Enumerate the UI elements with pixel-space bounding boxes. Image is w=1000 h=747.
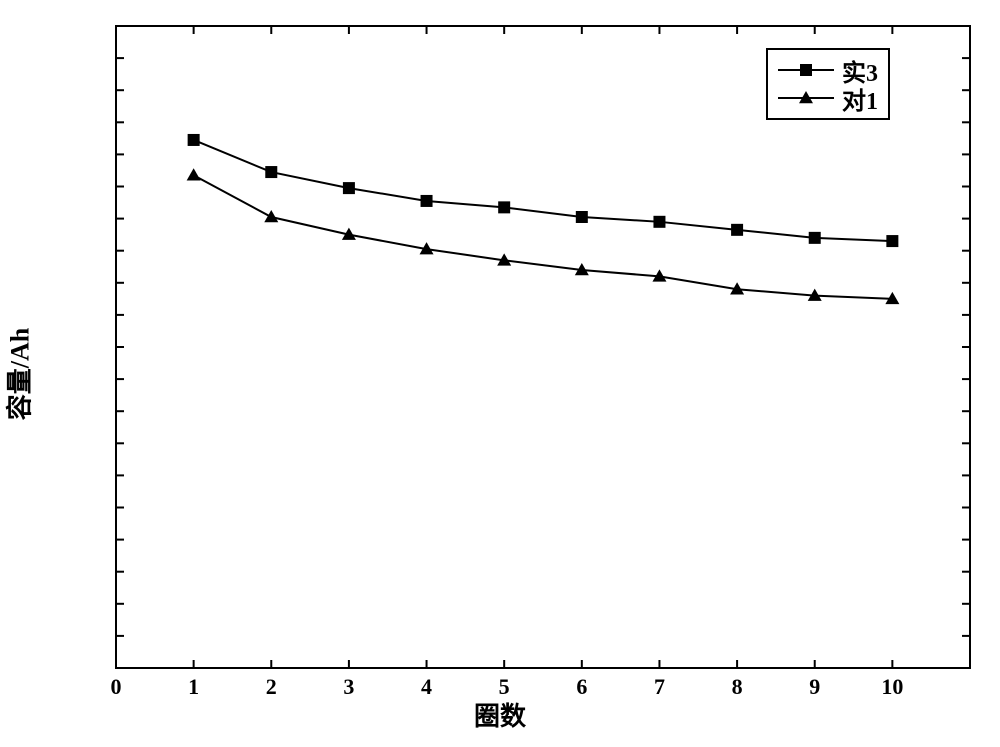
series-marker-0 <box>576 211 588 223</box>
legend-item: 对1 <box>778 84 878 112</box>
series-marker-0 <box>886 235 898 247</box>
series-marker-0 <box>653 216 665 228</box>
series-marker-0 <box>265 166 277 178</box>
series-marker-0 <box>343 182 355 194</box>
series-marker-0 <box>731 224 743 236</box>
series-line-1 <box>194 175 893 299</box>
legend-swatch <box>778 88 834 108</box>
series-marker-0 <box>809 232 821 244</box>
series-marker-0 <box>188 134 200 146</box>
legend-swatch <box>778 60 834 80</box>
square-icon <box>796 60 816 80</box>
series-marker-0 <box>498 201 510 213</box>
triangle-icon <box>796 88 816 108</box>
series-marker-1 <box>264 210 278 222</box>
series-marker-1 <box>187 168 201 180</box>
legend: 实3对1 <box>766 48 890 120</box>
series-line-0 <box>194 140 893 241</box>
legend-label: 对1 <box>842 81 878 116</box>
series-marker-0 <box>421 195 433 207</box>
chart-container: 容量/Ah 圈数 0.00.10.20.30.40.50.60.70.80.91… <box>0 0 1000 747</box>
